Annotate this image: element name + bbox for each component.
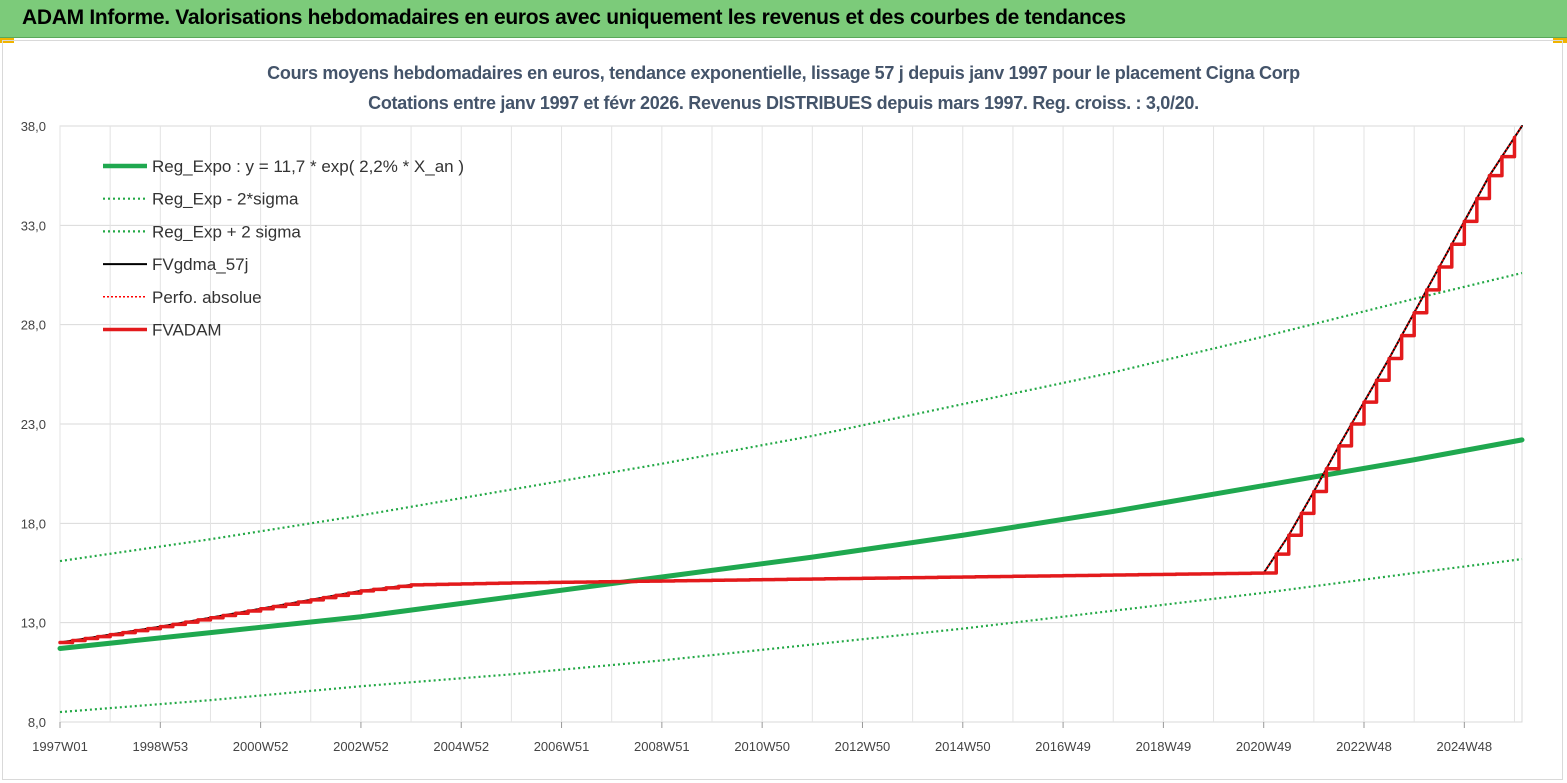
legend-label-fvgdma-57j: FVgdma_57j <box>152 255 248 274</box>
chart-frame <box>2 40 1563 780</box>
series-line-reg-expo <box>57 437 1525 651</box>
legend-label-reg-exp-plus-2sigma: Reg_Exp + 2 sigma <box>152 222 301 241</box>
y-tick-label: 33,0 <box>21 218 46 233</box>
y-tick-label: 38,0 <box>21 119 46 134</box>
y-tick-label: 23,0 <box>21 417 46 432</box>
legend-label-perfo-absolue: Perfo. absolue <box>152 288 262 307</box>
x-tick-label: 2020W49 <box>1236 739 1292 754</box>
x-tick-label: 2002W52 <box>333 739 389 754</box>
x-tick-label: 2000W52 <box>233 739 289 754</box>
series-line-reg-exp-minus-2sigma <box>59 558 1523 714</box>
x-tick-label: 2018W49 <box>1136 739 1192 754</box>
x-tick-label: 2014W50 <box>935 739 991 754</box>
series-line-fvadam <box>58 135 1517 645</box>
series-line-reg-exp-plus-2sigma <box>59 271 1523 563</box>
report-banner: ADAM Informe. Valorisations hebdomadaire… <box>0 0 1567 38</box>
y-tick-label: 13,0 <box>21 616 46 631</box>
chart-subtitle: Cotations entre janv 1997 et févr 2026. … <box>368 93 1199 113</box>
x-tick-label: 1997W01 <box>32 739 88 754</box>
chart-title: Cours moyens hebdomadaires en euros, ten… <box>267 63 1300 83</box>
x-tick-label: 2006W51 <box>534 739 590 754</box>
legend-label-reg-expo: Reg_Expo : y = 11,7 * exp( 2,2% * X_an ) <box>152 157 464 176</box>
x-tick-label: 1998W53 <box>132 739 188 754</box>
y-tick-label: 28,0 <box>21 318 46 333</box>
legend-label-fvadam: FVADAM <box>152 321 222 340</box>
x-tick-label: 2010W50 <box>734 739 790 754</box>
x-tick-label: 2016W49 <box>1035 739 1091 754</box>
x-tick-label: 2004W52 <box>433 739 489 754</box>
x-tick-label: 2012W50 <box>835 739 891 754</box>
y-tick-label: 18,0 <box>21 516 46 531</box>
legend-label-reg-exp-minus-2sigma: Reg_Exp - 2*sigma <box>152 190 299 209</box>
x-tick-label: 2022W48 <box>1336 739 1392 754</box>
banner-title: ADAM Informe. Valorisations hebdomadaire… <box>22 6 1126 29</box>
x-tick-label: 2024W48 <box>1436 739 1492 754</box>
y-tick-label: 8,0 <box>28 715 46 730</box>
x-tick-label: 2008W51 <box>634 739 690 754</box>
